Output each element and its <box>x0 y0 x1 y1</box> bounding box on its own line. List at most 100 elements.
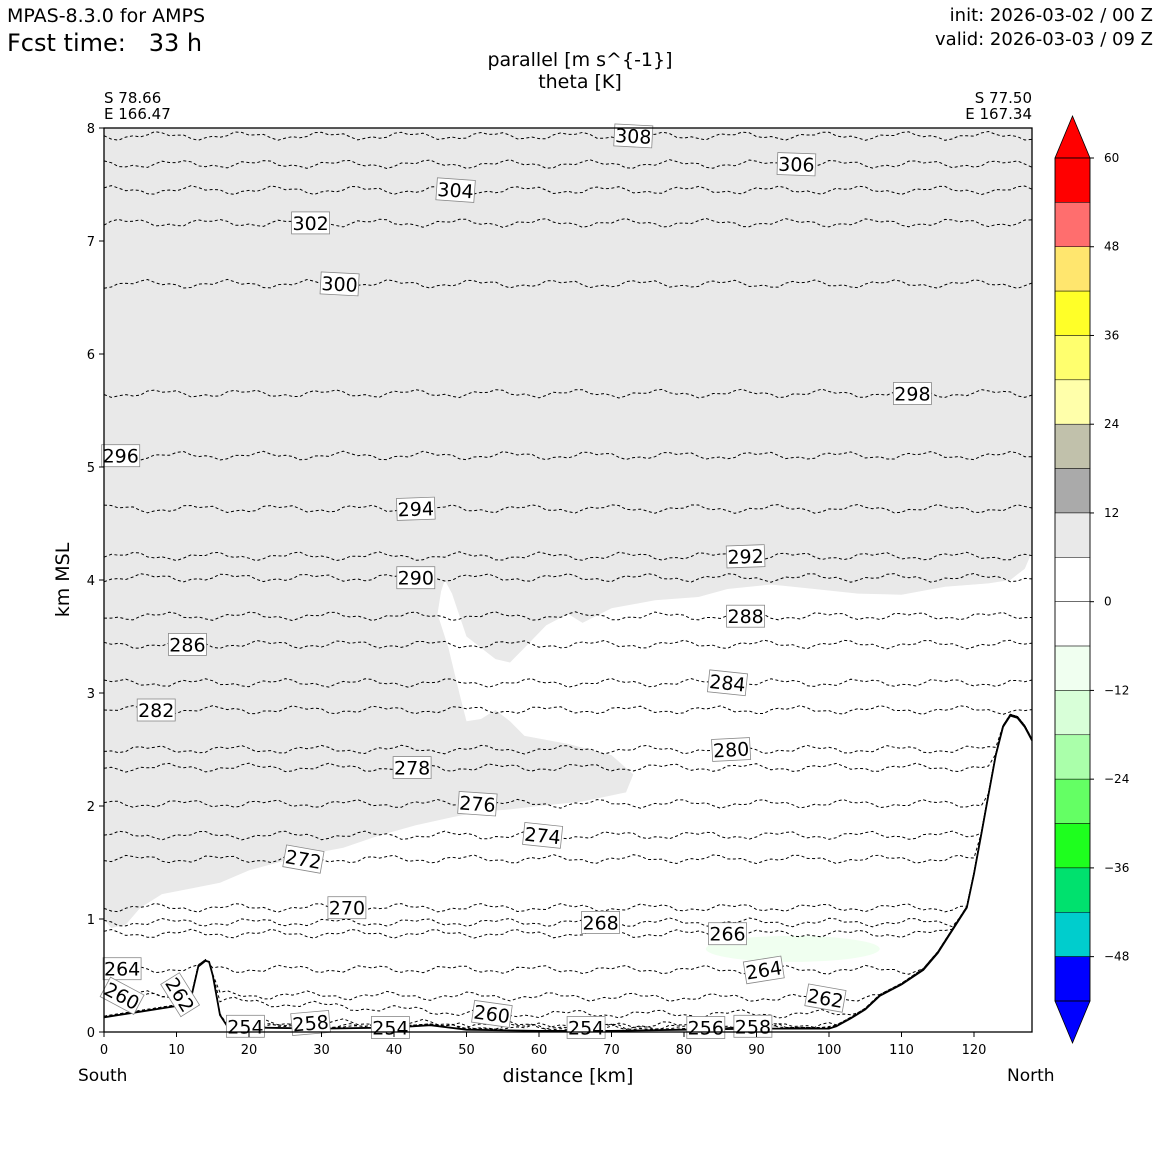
x-tick-label: 10 <box>168 1043 185 1058</box>
contour-label-box <box>327 896 367 920</box>
contour-label-text: 306 <box>778 154 815 177</box>
forecast-time: Fcst time: 33 h <box>7 29 202 57</box>
end-lon: E 167.34 <box>965 105 1032 123</box>
x-tick-label: 30 <box>313 1043 330 1058</box>
theta-contour-266 <box>103 713 1033 939</box>
theta-contour-290 <box>103 572 1033 583</box>
colorbar-tick-label: 60 <box>1104 151 1119 165</box>
contour-label-text: 280 <box>712 739 749 763</box>
theta-contour-296 <box>103 450 1033 461</box>
colorbar-tick-label: −24 <box>1104 772 1129 786</box>
contour-label-text: 308 <box>615 125 652 149</box>
x-tick-label: 60 <box>531 1043 548 1058</box>
colorbar-bin <box>1054 867 1091 913</box>
contour-label-box <box>893 382 932 405</box>
contour-label-box <box>708 922 747 946</box>
contour-label-text: 298 <box>894 384 930 406</box>
contour-label-box <box>282 844 325 874</box>
colorbar-tick-label: 0 <box>1104 595 1112 609</box>
contour-label-box <box>396 496 436 521</box>
weak-negative-wind-patch <box>705 935 880 962</box>
contour-label-box <box>101 444 141 468</box>
contour-label: 308 <box>613 123 654 149</box>
theta-contour-270 <box>103 713 1033 913</box>
chart-subtitle: theta [K] <box>538 71 622 93</box>
theta-contour-292 <box>103 551 1033 562</box>
contour-label-box <box>290 1009 331 1037</box>
contour-label: 288 <box>726 604 765 628</box>
contour-label-box <box>725 544 766 569</box>
colorbar-bin <box>1054 734 1091 780</box>
y-tick-label: 0 <box>87 1026 95 1041</box>
colorbar-bin <box>1054 468 1091 514</box>
colorbar-tick-label: 48 <box>1104 240 1119 254</box>
contour-label: 298 <box>893 382 932 406</box>
colorbar-tick-label: −36 <box>1104 861 1129 875</box>
contour-label: 294 <box>396 496 436 521</box>
contour-label: 290 <box>396 566 436 590</box>
colorbar-under-arrow <box>1054 1000 1091 1045</box>
theta-contour-298 <box>103 388 1033 399</box>
contour-label-box <box>319 271 360 297</box>
contour-label-box <box>392 756 432 779</box>
contour-label-text: 254 <box>568 1018 604 1040</box>
contour-label: 264 <box>742 955 785 985</box>
theta-contour-274 <box>103 713 1033 841</box>
contour-label-text: 258 <box>735 1016 771 1038</box>
theta-contour-268 <box>103 713 1033 928</box>
contour-label-text: 302 <box>292 213 328 235</box>
shaded-wind-region <box>104 128 1032 928</box>
contour-label-box <box>804 983 847 1013</box>
contour-label: 260 <box>471 999 513 1028</box>
contour-label: 258 <box>290 1009 331 1037</box>
colorbar-bin <box>1054 778 1091 824</box>
x-tick-label: 110 <box>889 1043 914 1058</box>
colorbar-bin <box>1054 512 1091 558</box>
contour-label-box <box>457 790 498 817</box>
contour-label-box <box>726 604 765 628</box>
end-lat: S 77.50 <box>974 89 1032 107</box>
colorbar-tick-label: −12 <box>1104 683 1129 697</box>
contour-label-box <box>136 698 176 722</box>
theta-contour-304 <box>103 185 1033 196</box>
contour-label-box <box>435 177 476 203</box>
contour-label-text: 266 <box>709 924 745 946</box>
contour-label-box <box>102 957 142 981</box>
y-tick-label: 4 <box>87 574 95 589</box>
colorbar-bin <box>1054 335 1091 381</box>
contour-label-text: 304 <box>437 179 475 203</box>
contour-label-box <box>167 633 207 656</box>
contour-label: 260 <box>99 976 145 1015</box>
theta-contour-308 <box>103 130 1033 141</box>
contour-label: 280 <box>711 737 752 763</box>
contour-label-text: 288 <box>727 606 763 628</box>
contour-label: 302 <box>291 211 331 235</box>
theta-contour-286 <box>103 639 1033 650</box>
theta-contour-282 <box>103 705 1033 715</box>
contour-label-text: 284 <box>708 671 746 697</box>
contour-label-text: 292 <box>727 546 764 569</box>
contour-label: 296 <box>101 444 141 468</box>
contour-label-box <box>370 1016 410 1039</box>
colorbar-bin <box>1054 823 1091 869</box>
contour-label-text: 264 <box>744 957 783 984</box>
contour-label-text: 290 <box>398 568 434 590</box>
contour-label-text: 294 <box>397 498 434 521</box>
contour-label-text: 296 <box>103 446 139 468</box>
colorbar-bin <box>1054 246 1091 292</box>
colorbar-tick-label: 36 <box>1104 328 1119 342</box>
colorbar-tick-label: 12 <box>1104 506 1119 520</box>
contour-label-box <box>396 566 436 590</box>
colorbar-bin <box>1054 202 1091 247</box>
y-tick-label: 6 <box>87 348 95 363</box>
x-tick-label: 90 <box>748 1043 765 1058</box>
theta-contour-288 <box>104 611 1033 622</box>
contour-label-text: 268 <box>582 912 618 934</box>
contour-label-text: 264 <box>104 959 140 981</box>
contour-label: 272 <box>282 844 325 874</box>
north-end-label: North <box>1007 1066 1055 1086</box>
forecast-time-label: Fcst time: <box>7 29 126 57</box>
contour-label-box <box>471 999 513 1028</box>
theta-contour-262 <box>103 713 1033 1002</box>
contour-label-text: 258 <box>292 1011 330 1036</box>
